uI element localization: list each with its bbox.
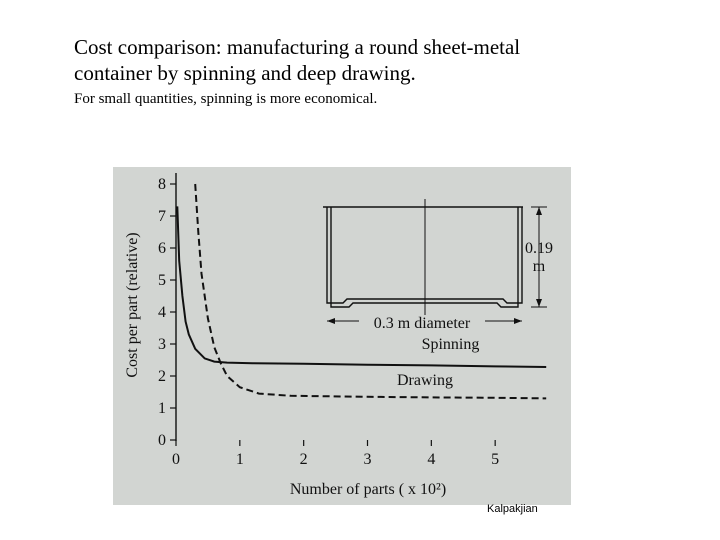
page-title: Cost comparison: manufacturing a round s… [74,34,674,86]
height-arrow-top [536,207,542,215]
y-tick-label: 7 [158,208,166,225]
y-tick-label: 1 [158,400,166,417]
y-tick-label: 6 [158,240,166,257]
diameter-arrow-right [514,318,522,324]
container-diagram [323,199,547,324]
x-tick-label: 1 [236,451,244,468]
series-labels: Spinning Drawing [397,336,479,389]
title-line-2: container by spinning and deep drawing. [74,61,416,85]
x-tick-label: 2 [300,451,308,468]
credit-label: Kalpakjian [487,503,538,515]
chart-series [176,183,547,400]
x-tick-label: 0 [172,451,180,468]
series-line-drawing [194,183,547,400]
y-tick-label: 0 [158,432,166,449]
y-tick-label: 2 [158,368,166,385]
series-label-drawing: Drawing [397,372,453,389]
y-tick-label: 5 [158,272,166,289]
title-line-1: Cost comparison: manufacturing a round s… [74,35,521,59]
y-tick-label: 3 [158,336,166,353]
tick-labels: 0 1 2 3 4 5 6 7 8 0 1 2 3 4 5 [158,176,499,468]
cost-comparison-chart: 0 1 2 3 4 5 6 7 8 0 1 2 3 4 5 Spinning Drawing 0.19 m 0… [113,167,571,505]
diameter-label: 0.3 m diameter [374,315,471,332]
y-tick-label: 8 [158,176,166,193]
y-axis-label: Cost per part (relative) [124,232,141,377]
diameter-label-background [359,315,485,331]
chart-panel [113,167,571,505]
height-label-value: 0.19 [525,240,553,257]
height-label-unit: m [533,258,546,275]
x-axis-label: Number of parts ( x 10²) [290,481,446,498]
page-subtitle: For small quantities, spinning is more e… [74,91,378,107]
x-tick-label: 5 [491,451,499,468]
series-label-spinning: Spinning [422,336,480,353]
y-tick-label: 4 [158,304,166,321]
series-line-spinning [176,206,547,368]
x-tick-label: 4 [427,451,435,468]
height-arrow-bottom [536,299,542,307]
x-tick-label: 3 [364,451,372,468]
diameter-arrow-left [327,318,335,324]
